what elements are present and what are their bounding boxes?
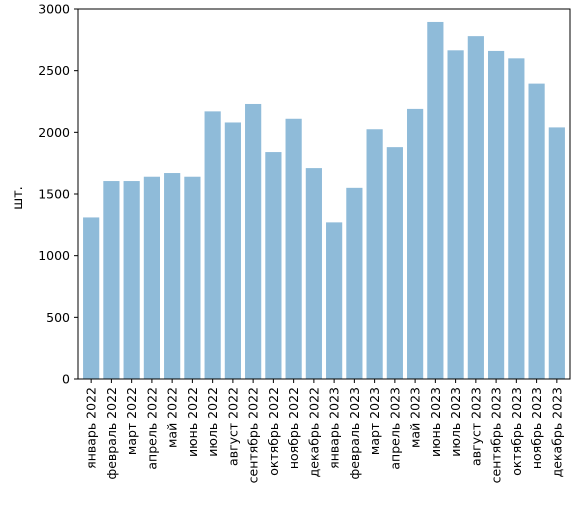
y-axis-label: шт. [11, 186, 26, 210]
x-tick-label: февраль 2022 [104, 387, 119, 479]
y-tick-label: 3000 [38, 2, 70, 17]
bar [427, 21, 444, 379]
x-tick-label: июль 2022 [205, 387, 220, 457]
x-tick-label: август 2023 [468, 387, 483, 466]
x-tick-label: декабрь 2022 [306, 387, 321, 477]
bar [285, 118, 302, 380]
x-tick-label: декабрь 2023 [549, 387, 564, 477]
x-tick-label: август 2022 [225, 387, 240, 466]
bar [366, 129, 383, 379]
x-tick-label: апрель 2023 [387, 387, 402, 470]
bar [245, 103, 262, 379]
x-tick-label: октябрь 2022 [266, 387, 281, 476]
bar [528, 83, 545, 379]
bar [204, 111, 221, 379]
bar [548, 127, 565, 380]
x-tick-label: март 2023 [367, 387, 382, 455]
x-tick-label: июль 2023 [448, 387, 463, 457]
x-tick-label: март 2022 [124, 387, 139, 455]
y-tick-label: 1500 [38, 187, 70, 202]
bar [305, 168, 322, 379]
bar [83, 217, 100, 379]
y-tick-label: 1000 [38, 248, 70, 263]
x-tick-label: ноябрь 2023 [529, 387, 544, 469]
x-tick-label: май 2022 [165, 387, 180, 448]
bar [467, 36, 484, 380]
bars-group [83, 21, 565, 380]
x-tick-label: январь 2023 [327, 387, 342, 469]
x-tick-label: февраль 2023 [347, 387, 362, 479]
plot-frame [77, 8, 571, 380]
bar [103, 181, 120, 379]
y-axis: 0 500 1000 1500 2000 2500 3000 [38, 2, 78, 387]
bar [143, 176, 160, 379]
x-tick-label: апрель 2022 [144, 387, 159, 470]
x-tick-label: сентябрь 2023 [489, 387, 504, 483]
x-tick-label: май 2023 [408, 387, 423, 448]
bar [326, 222, 343, 379]
y-tick-label: 2500 [38, 63, 70, 78]
x-tick-label: июнь 2023 [428, 387, 443, 457]
bar [346, 187, 363, 379]
bar [407, 108, 424, 380]
bar [265, 152, 282, 379]
bar [184, 176, 201, 379]
x-tick-label: июнь 2022 [185, 387, 200, 457]
x-tick-label: сентябрь 2022 [246, 387, 261, 483]
bar [447, 50, 464, 380]
x-tick-label: январь 2022 [84, 387, 99, 469]
bar [164, 173, 181, 379]
x-axis: январь 2022 февраль 2022 март 2022 апрель 2… [84, 379, 564, 483]
y-tick-label: 0 [62, 372, 70, 387]
bar [224, 122, 241, 379]
bar [488, 50, 505, 379]
bar [123, 181, 140, 379]
x-tick-label: октябрь 2023 [509, 387, 524, 476]
y-tick-label: 500 [46, 310, 70, 325]
bar [508, 58, 525, 379]
y-tick-label: 2000 [38, 125, 70, 140]
bar [386, 147, 403, 379]
x-tick-label: ноябрь 2022 [286, 387, 301, 469]
